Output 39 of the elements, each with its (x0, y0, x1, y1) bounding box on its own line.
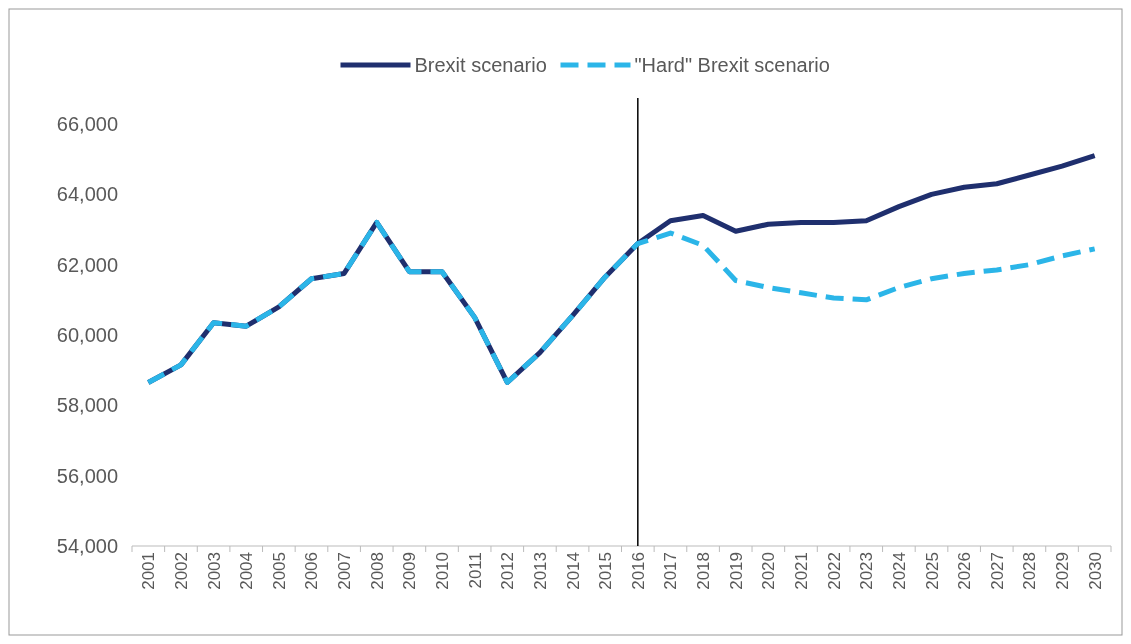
x-tick-label: 2022 (824, 552, 844, 590)
x-tick-label: 2021 (791, 552, 811, 590)
y-tick-label: 62,000 (56, 253, 118, 276)
x-tick-label: 2029 (1053, 552, 1073, 590)
y-tick-label: 66,000 (56, 113, 118, 135)
x-tick-label: 2023 (857, 552, 877, 590)
x-tick-label: 2019 (726, 552, 746, 590)
x-tick-label: 2017 (661, 552, 681, 590)
x-tick-label: 2024 (889, 552, 909, 590)
x-tick-label: 2015 (596, 552, 616, 590)
x-tick-label: 2026 (955, 552, 975, 590)
x-tick-label: 2028 (1020, 552, 1040, 590)
x-tick-label: 2007 (335, 552, 355, 590)
x-tick-label: 2027 (987, 552, 1007, 590)
x-tick-label: 2013 (530, 552, 550, 590)
x-tick-label: 2018 (694, 552, 714, 590)
x-tick-label: 2014 (563, 552, 583, 590)
x-tick-label: 2025 (922, 552, 942, 590)
x-tick-label: 2005 (269, 552, 289, 590)
x-tick-label: 2009 (400, 552, 420, 590)
legend-label: "Hard" Brexit scenario (634, 54, 830, 76)
x-tick-label: 2010 (433, 552, 453, 590)
y-tick-label: 64,000 (56, 183, 118, 206)
x-tick-label: 2004 (237, 552, 257, 590)
y-tick-label: 54,000 (56, 535, 118, 557)
y-tick-label: 56,000 (56, 464, 118, 487)
x-tick-label: 2002 (171, 552, 191, 590)
x-tick-label: 2030 (1085, 552, 1105, 590)
x-tick-label: 2020 (759, 552, 779, 590)
x-tick-label: 2008 (367, 552, 387, 590)
x-tick-label: 2016 (628, 552, 648, 590)
x-tick-label: 2012 (498, 552, 518, 590)
legend-label: Brexit scenario (414, 54, 547, 76)
x-tick-label: 2003 (204, 552, 224, 590)
x-tick-label: 2006 (302, 552, 322, 590)
x-tick-label: 2001 (139, 552, 159, 590)
x-tick-label: 2011 (465, 552, 485, 589)
y-tick-label: 60,000 (56, 324, 118, 346)
y-tick-label: 58,000 (56, 394, 118, 417)
